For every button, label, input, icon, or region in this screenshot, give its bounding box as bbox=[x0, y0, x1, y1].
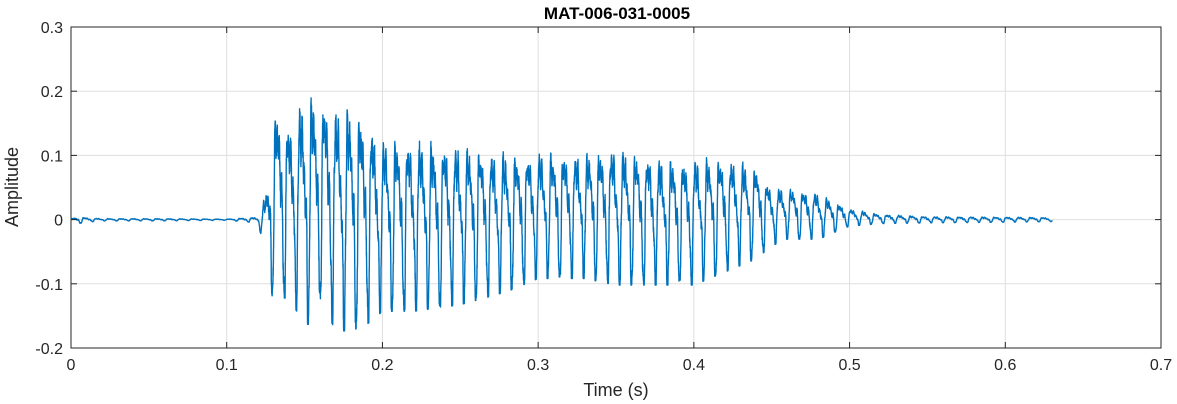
x-tick-label: 0.2 bbox=[371, 357, 393, 374]
x-tick-label: 0.1 bbox=[216, 357, 238, 374]
y-axis-label: Amplitude bbox=[2, 147, 22, 227]
x-tick-label: 0 bbox=[67, 357, 76, 374]
chart-title: MAT-006-031-0005 bbox=[544, 4, 690, 23]
y-tick-label: -0.2 bbox=[35, 341, 63, 358]
waveform-line bbox=[70, 97, 1053, 332]
y-tick-label: -0.1 bbox=[35, 277, 63, 294]
axes-box bbox=[70, 26, 1162, 349]
x-tick-label: 0.5 bbox=[838, 357, 860, 374]
y-tick-label: 0.1 bbox=[41, 148, 63, 165]
y-tick-label: 0.3 bbox=[41, 20, 63, 37]
x-tick-label: 0.4 bbox=[683, 357, 705, 374]
y-tick-label: 0.2 bbox=[41, 84, 63, 101]
x-tick-label: 0.7 bbox=[1150, 357, 1172, 374]
x-axis-label: Time (s) bbox=[583, 380, 648, 400]
x-tick-label: 0.3 bbox=[527, 357, 549, 374]
ticks: 0 0.1 0.2 0.3 0.4 0.5 0.6 0.7 -0.2 -0.1 0 0.1 0.2 0.3 bbox=[35, 20, 1172, 374]
x-tick-label: 0.6 bbox=[994, 357, 1016, 374]
y-tick-label: 0 bbox=[54, 213, 63, 230]
